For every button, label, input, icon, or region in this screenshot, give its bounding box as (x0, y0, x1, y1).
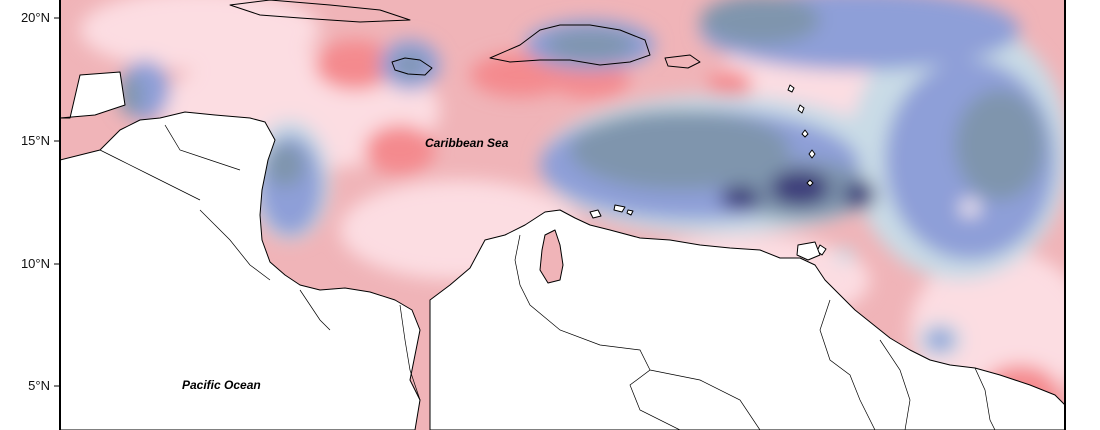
central-america-land (60, 111, 421, 430)
lat-label-15: 15°N (21, 133, 50, 148)
trinidad-land (796, 241, 821, 261)
pacific-ocean-label: Pacific Ocean (182, 378, 261, 392)
latitude-axis: 20°N 15°N 10°N 5°N (21, 10, 60, 393)
lat-label-20: 20°N (21, 10, 50, 25)
hispaniola-land (489, 24, 651, 66)
lesser-antilles (787, 84, 827, 256)
puerto-rico-land (664, 54, 701, 69)
south-america-land (429, 209, 1065, 430)
lake-maracaibo (539, 229, 564, 284)
caribbean-sea-label: Caribbean Sea (425, 136, 509, 150)
lat-label-5: 5°N (28, 378, 50, 393)
yucatan-land (60, 71, 126, 119)
lat-label-10: 10°N (21, 256, 50, 271)
country-borders (99, 124, 996, 430)
cuba-land (229, 0, 411, 23)
jamaica-land (391, 57, 433, 76)
land-masses (60, 0, 1065, 430)
abc-islands (589, 204, 634, 219)
